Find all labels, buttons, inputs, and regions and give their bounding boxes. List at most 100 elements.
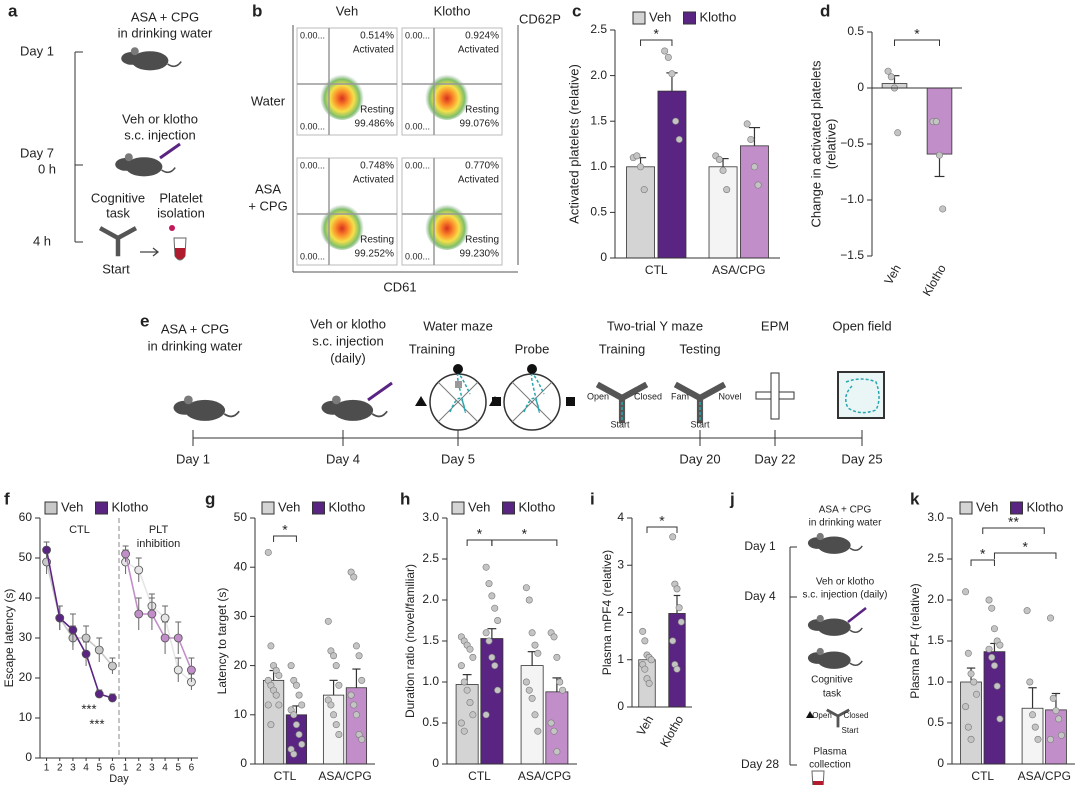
x-tick-label: 3 bbox=[149, 763, 155, 774]
label: Water bbox=[251, 93, 286, 108]
label: Veh or klotho bbox=[816, 577, 875, 588]
data-point bbox=[641, 637, 649, 645]
label: 0.00... bbox=[300, 30, 325, 40]
cue bbox=[489, 396, 501, 406]
significance-bracket bbox=[993, 552, 1057, 559]
label: (daily) bbox=[330, 350, 365, 365]
data-point bbox=[970, 678, 978, 686]
label: Plasma bbox=[813, 747, 847, 758]
legend-swatch bbox=[632, 11, 646, 25]
panel-letter: f bbox=[4, 489, 10, 508]
panel-letter: a bbox=[8, 1, 18, 20]
data-point bbox=[884, 67, 892, 75]
label: Day 5 bbox=[441, 451, 475, 466]
data-point bbox=[550, 727, 558, 735]
y-tick-label: 3.0 bbox=[927, 510, 944, 524]
label: 0.00... bbox=[300, 251, 325, 261]
y-axis-label: Duration ratio (novel/familiar) bbox=[403, 564, 417, 718]
data-point bbox=[673, 665, 681, 673]
label: s.c. injection bbox=[124, 127, 196, 142]
label: Resting bbox=[465, 105, 499, 116]
panel-letter: d bbox=[820, 1, 830, 20]
legend-label: Klotho bbox=[519, 499, 556, 514]
label: Start bbox=[610, 419, 630, 429]
data-point bbox=[661, 47, 669, 55]
label: Open bbox=[587, 391, 609, 401]
bar bbox=[708, 166, 738, 259]
y-tick-label: 0 bbox=[240, 756, 247, 770]
data-point bbox=[463, 686, 471, 694]
data-point bbox=[664, 53, 672, 61]
y-tick-label: 0 bbox=[432, 756, 439, 770]
label: 99.230% bbox=[460, 249, 500, 260]
data-point bbox=[275, 671, 283, 679]
data-point bbox=[485, 580, 493, 588]
label: Start bbox=[102, 261, 130, 276]
significance-bracket bbox=[982, 527, 1045, 534]
data-point bbox=[330, 652, 338, 660]
data-point bbox=[525, 686, 533, 694]
label: Open field bbox=[832, 318, 891, 333]
bar bbox=[657, 90, 687, 259]
data-point bbox=[556, 678, 564, 686]
label: Day 28 bbox=[741, 757, 779, 771]
data-point bbox=[469, 653, 477, 661]
label: CD61 bbox=[383, 279, 416, 294]
cell-density bbox=[320, 72, 364, 120]
data-point bbox=[669, 637, 677, 645]
data-point bbox=[675, 604, 683, 612]
data-point bbox=[335, 730, 343, 738]
data-point bbox=[522, 584, 530, 592]
y-tick-label: 1.5 bbox=[590, 113, 607, 127]
data-point bbox=[1047, 614, 1055, 622]
data-point bbox=[641, 665, 649, 673]
y-tick-label: 2.5 bbox=[422, 551, 439, 565]
data-point bbox=[267, 642, 275, 650]
data-point bbox=[290, 711, 298, 719]
epm-arm bbox=[770, 372, 780, 420]
y-tick-label: 0.5 bbox=[847, 24, 864, 38]
data-point bbox=[330, 711, 338, 719]
data-point bbox=[675, 135, 683, 143]
x-tick-label: CTL bbox=[645, 263, 668, 277]
label: Closed bbox=[634, 391, 662, 401]
data-point bbox=[332, 662, 340, 670]
label: in drinking water bbox=[148, 338, 243, 353]
data-point bbox=[491, 662, 499, 670]
data-point bbox=[1023, 607, 1031, 615]
data-point bbox=[887, 73, 895, 81]
label: Day 1 bbox=[744, 539, 776, 553]
data-point bbox=[1026, 678, 1034, 686]
data-point bbox=[466, 698, 474, 706]
legend-label: Veh bbox=[61, 499, 83, 514]
label: task bbox=[106, 205, 130, 220]
cue bbox=[806, 711, 814, 718]
data-point bbox=[108, 661, 117, 671]
cue bbox=[566, 397, 575, 406]
cell-density bbox=[425, 72, 469, 120]
label: Day 22 bbox=[754, 451, 795, 466]
label: Start bbox=[842, 726, 860, 735]
data-point bbox=[935, 151, 943, 159]
panel-letter: h bbox=[400, 489, 410, 508]
significance-label: ** bbox=[1008, 514, 1019, 530]
panel-label: inhibition bbox=[137, 538, 180, 550]
data-point bbox=[559, 686, 567, 694]
x-tick-label: 5 bbox=[175, 763, 181, 774]
mouse-icon bbox=[807, 647, 863, 670]
data-point bbox=[985, 596, 993, 604]
data-point bbox=[962, 703, 970, 711]
panel-label: PLT bbox=[149, 524, 169, 536]
significance-bracket bbox=[640, 39, 673, 46]
data-point bbox=[108, 693, 117, 703]
label: Open bbox=[812, 711, 832, 720]
data-point bbox=[525, 596, 533, 604]
label: 0.00... bbox=[405, 160, 430, 170]
data-point bbox=[275, 701, 283, 709]
label: Day 4 bbox=[326, 451, 360, 466]
data-point bbox=[964, 723, 972, 731]
data-point bbox=[290, 750, 298, 758]
x-tick-label: ASA/CPG bbox=[712, 263, 765, 277]
x-tick-label: 1 bbox=[123, 763, 129, 774]
